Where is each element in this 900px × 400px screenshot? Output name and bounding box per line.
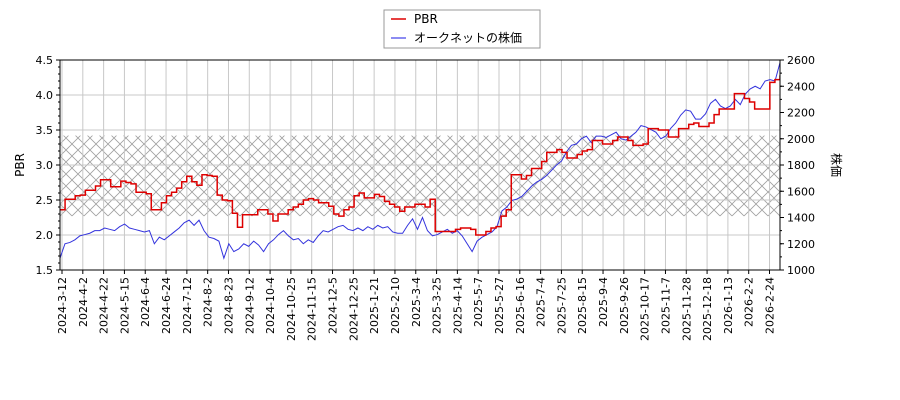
right-tick-label: 2400: [787, 80, 815, 93]
x-axis: 2024-3-12 2024-4-2 2024-4-22 2024-5-15 2024-…: [56, 270, 777, 341]
x-tick-label: 2024-8-2: [202, 277, 215, 327]
x-tick-label: 2025-11-28: [680, 277, 693, 341]
left-y-axis: 1.5 2.0 2.5 3.0 3.5 4.0 4.5: [36, 54, 60, 277]
left-tick-label: 4.0: [36, 89, 54, 102]
x-tick-label: 2024-8-23: [222, 277, 235, 334]
right-tick-label: 1600: [787, 185, 815, 198]
x-tick-label: 2024-6-4: [139, 277, 152, 327]
x-tick-label: 2025-9-4: [597, 277, 610, 327]
x-tick-label: 2024-10-25: [285, 277, 298, 341]
x-tick-label: 2024-11-15: [306, 277, 319, 341]
gridlines: [60, 59, 780, 271]
x-tick-label: 2026-1-13: [722, 277, 735, 334]
x-tick-label: 2025-8-15: [576, 277, 589, 334]
x-tick-label: 2024-5-15: [118, 277, 131, 334]
right-tick-label: 2600: [787, 54, 815, 67]
x-tick-label: 2025-6-16: [514, 277, 527, 334]
left-tick-label: 3.0: [36, 159, 54, 172]
right-tick-label: 1400: [787, 212, 815, 225]
x-tick-label: 2024-9-12: [243, 277, 256, 334]
x-tick-label: 2025-5-7: [472, 277, 485, 327]
legend: PBR オークネットの株価: [383, 9, 541, 49]
x-tick-label: 2025-11-7: [659, 277, 672, 334]
right-axis-title: 株価: [829, 153, 844, 177]
x-tick-label: 2026-2-24: [764, 277, 777, 334]
legend-label-stock: オークネットの株価: [414, 30, 522, 45]
x-tick-label: 2026-2-2: [743, 277, 756, 327]
right-tick-label: 1800: [787, 159, 815, 172]
x-tick-label: 2025-10-17: [639, 277, 652, 341]
legend-label-pbr: PBR: [414, 12, 438, 26]
left-tick-label: 4.5: [36, 54, 54, 67]
x-tick-label: 2024-3-12: [56, 277, 69, 334]
x-tick-label: 2025-9-26: [618, 277, 631, 334]
x-tick-label: 2024-4-2: [77, 277, 90, 327]
stock-price-line: [60, 62, 780, 260]
x-tick-label: 2025-2-10: [389, 277, 402, 334]
left-tick-label: 2.0: [36, 229, 54, 242]
x-tick-label: 2025-3-4: [410, 277, 423, 327]
x-tick-label: 2024-4-22: [98, 277, 111, 334]
shaded-band: [60, 135, 780, 217]
x-tick-label: 2025-7-25: [555, 277, 568, 334]
left-tick-label: 2.5: [36, 194, 54, 207]
x-tick-label: 2025-5-27: [493, 277, 506, 334]
right-tick-label: 2200: [787, 107, 815, 120]
x-tick-label: 2025-12-18: [701, 277, 714, 341]
left-tick-label: 3.5: [36, 124, 54, 137]
x-tick-label: 2024-6-24: [160, 277, 173, 334]
x-tick-label: 2025-1-21: [368, 277, 381, 334]
x-tick-label: 2025-7-4: [535, 277, 548, 327]
plot-area: [59, 59, 781, 271]
right-tick-label: 2000: [787, 133, 815, 146]
left-tick-label: 1.5: [36, 264, 54, 277]
x-tick-label: 2025-3-25: [431, 277, 444, 334]
pbr-line: [60, 75, 780, 236]
x-tick-label: 2025-4-14: [451, 277, 464, 334]
x-tick-label: 2024-10-4: [264, 277, 277, 334]
x-tick-label: 2024-12-25: [347, 277, 360, 341]
left-axis-title: PBR: [13, 153, 27, 177]
x-tick-label: 2024-12-5: [327, 277, 340, 334]
x-tick-label: 2024-7-12: [181, 277, 194, 334]
right-tick-label: 1200: [787, 238, 815, 251]
right-y-axis: 1000 1200 1400 1600 1800 2000 2200 2400 2600: [780, 54, 815, 277]
right-tick-label: 1000: [787, 264, 815, 277]
